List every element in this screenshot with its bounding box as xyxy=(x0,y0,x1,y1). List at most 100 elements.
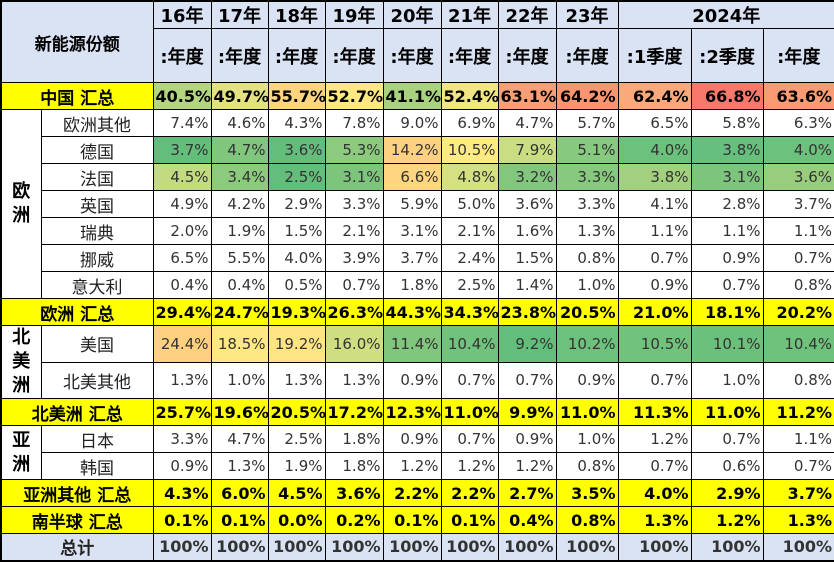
share-cell: 1.6% xyxy=(497,217,557,245)
share-cell: 4.8% xyxy=(440,163,499,191)
share-cell: 4.6% xyxy=(210,109,269,137)
period-header: :年度 xyxy=(152,28,212,83)
table-row: 挪威 6.5% 5.5% 4.0% 3.9% 3.7% 2.4% 1.5% 0.8% 0.7% 0.… xyxy=(1,244,834,272)
share-cell: 1.3% xyxy=(762,506,834,534)
share-cell: 4.0% xyxy=(617,479,692,507)
share-cell: 0.8% xyxy=(555,506,619,534)
share-cell: 18.1% xyxy=(690,298,764,326)
share-cell: 11.0% xyxy=(440,398,499,426)
share-cell: 1.1% xyxy=(617,217,692,245)
share-cell: 1.2% xyxy=(440,452,499,480)
share-cell: 1.9% xyxy=(267,452,326,480)
year-header: 23年 xyxy=(555,0,619,29)
share-cell: 2.9% xyxy=(690,479,764,507)
share-cell: 3.6% xyxy=(324,479,384,507)
share-cell: 0.1% xyxy=(440,506,499,534)
share-cell: 52.7% xyxy=(324,82,384,110)
share-cell: 66.8% xyxy=(690,82,764,110)
year-header: 22年 xyxy=(497,0,557,29)
share-cell: 6.5% xyxy=(617,109,692,137)
share-cell: 23.8% xyxy=(497,298,557,326)
share-cell: 5.8% xyxy=(690,109,764,137)
share-cell: 3.1% xyxy=(382,217,442,245)
share-cell: 1.8% xyxy=(324,452,384,480)
share-cell: 0.7% xyxy=(762,452,834,480)
table-row: 亚洲其他 汇总 4.3% 6.0% 4.5% 3.6% 2.2% 2.2% 2.7% 3.5% 4… xyxy=(0,479,834,507)
year-header: 19年 xyxy=(324,0,384,29)
row-label: 瑞典 xyxy=(40,217,154,245)
share-cell: 24.7% xyxy=(210,298,269,326)
share-cell: 3.7% xyxy=(762,190,834,218)
period-header: :年度 xyxy=(324,28,384,83)
share-cell: 18.5% xyxy=(210,325,269,363)
share-cell: 0.1% xyxy=(210,506,269,534)
year-header: 21年 xyxy=(440,0,499,29)
share-cell: 100% xyxy=(210,533,269,561)
share-cell: 7.9% xyxy=(497,136,557,164)
share-cell: 0.7% xyxy=(324,271,384,299)
table-row: 南半球 汇总 0.1% 0.1% 0.0% 0.2% 0.1% 0.1% 0.4% 0.8% 1.… xyxy=(0,506,834,534)
table-row: 亚洲 日本 3.3% 4.7% 2.5% 1.8% 0.9% 0.7% 0.9% 1.0% 1.2%… xyxy=(0,425,834,480)
share-cell: 0.6% xyxy=(690,452,764,480)
share-cell: 0.9% xyxy=(152,452,212,480)
share-cell: 9.0% xyxy=(382,109,442,137)
share-cell: 2.5% xyxy=(267,163,326,191)
share-cell: 1.2% xyxy=(382,452,442,480)
share-cell: 4.1% xyxy=(617,190,692,218)
share-cell: 5.1% xyxy=(555,136,619,164)
share-cell: 1.1% xyxy=(762,425,834,453)
share-cell: 0.9% xyxy=(382,361,442,399)
row-label: 中国 汇总 xyxy=(0,82,154,110)
share-cell: 3.1% xyxy=(690,163,764,191)
corner-header: 新能源份额 xyxy=(0,0,154,83)
share-cell: 0.2% xyxy=(324,506,384,534)
share-cell: 4.5% xyxy=(267,479,326,507)
share-cell: 0.7% xyxy=(440,425,499,453)
share-cell: 100% xyxy=(382,533,442,561)
share-cell: 9.2% xyxy=(497,325,557,363)
share-cell: 63.1% xyxy=(497,82,557,110)
share-cell: 1.0% xyxy=(555,271,619,299)
share-cell: 10.5% xyxy=(617,325,692,363)
row-label: 欧洲 汇总 xyxy=(0,298,154,326)
share-cell: 4.0% xyxy=(267,244,326,272)
share-cell: 0.4% xyxy=(497,506,557,534)
share-cell: 0.4% xyxy=(210,271,269,299)
share-cell: 9.9% xyxy=(497,398,557,426)
share-cell: 5.9% xyxy=(382,190,442,218)
share-cell: 0.4% xyxy=(152,271,212,299)
share-cell: 1.2% xyxy=(690,506,764,534)
share-cell: 10.5% xyxy=(440,136,499,164)
share-cell: 29.4% xyxy=(152,298,212,326)
share-cell: 6.0% xyxy=(210,479,269,507)
share-cell: 3.7% xyxy=(762,479,834,507)
share-cell: 4.3% xyxy=(152,479,212,507)
row-label: 北美洲 汇总 xyxy=(0,398,154,426)
share-cell: 100% xyxy=(617,533,692,561)
share-cell: 3.4% xyxy=(210,163,269,191)
share-cell: 3.3% xyxy=(324,190,384,218)
table-row: 北美洲 汇总 25.7% 19.6% 20.5% 17.2% 12.3% 11.0% 9.9%… xyxy=(0,398,834,426)
table-row: 德国 3.7% 4.7% 3.6% 5.3% 14.2% 10.5% 7.9% 5.1% 4.0%… xyxy=(1,136,834,164)
table-row: 欧洲 汇总 29.4% 24.7% 19.3% 26.3% 44.3% 34.3% 23.8%… xyxy=(0,298,834,326)
share-cell: 44.3% xyxy=(382,298,442,326)
share-cell: 7.4% xyxy=(152,109,212,137)
share-cell: 21.0% xyxy=(617,298,692,326)
row-label: 法国 xyxy=(40,163,154,191)
share-cell: 2.7% xyxy=(497,479,557,507)
share-cell: 1.5% xyxy=(267,217,326,245)
table-row: 意大利 0.4% 0.4% 0.5% 0.7% 1.8% 2.5% 1.4% 1.0% 0.9% 0… xyxy=(1,271,834,299)
share-cell: 3.8% xyxy=(690,136,764,164)
share-cell: 10.4% xyxy=(762,325,834,363)
share-cell: 34.3% xyxy=(440,298,499,326)
share-cell: 0.8% xyxy=(762,361,834,399)
share-cell: 7.8% xyxy=(324,109,384,137)
share-cell: 0.7% xyxy=(617,244,692,272)
share-cell: 17.2% xyxy=(324,398,384,426)
share-cell: 100% xyxy=(152,533,212,561)
share-cell: 63.6% xyxy=(762,82,834,110)
share-cell: 20.5% xyxy=(267,398,326,426)
share-cell: 10.1% xyxy=(690,325,764,363)
share-cell: 3.5% xyxy=(555,479,619,507)
share-cell: 40.5% xyxy=(152,82,212,110)
